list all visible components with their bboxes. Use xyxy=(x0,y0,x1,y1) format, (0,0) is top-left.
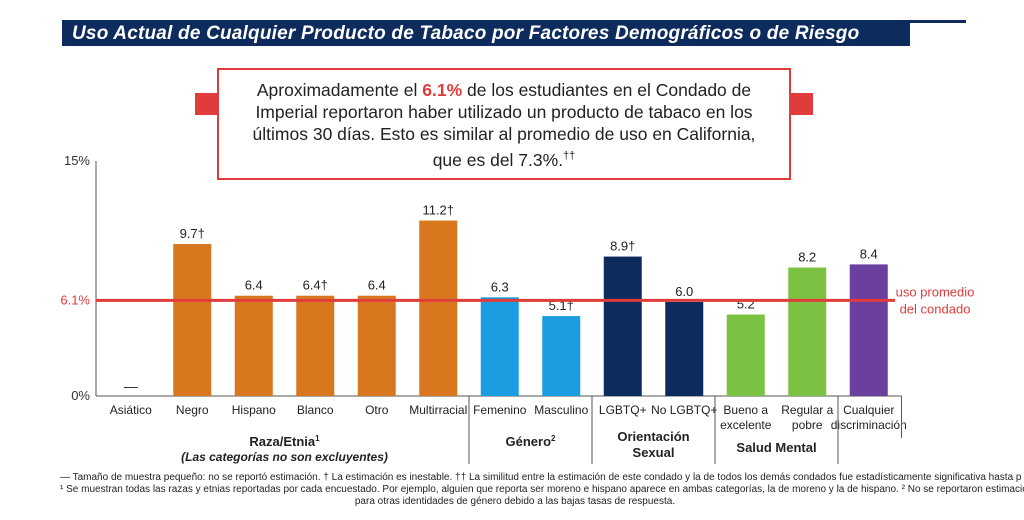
category-label-8-0: LGBTQ+ xyxy=(599,403,647,417)
bar-10 xyxy=(726,314,765,396)
bar-chart: 15% 0% — Asiático 9.7† Negro 6.4 Hispano 6.4† Bla… xyxy=(60,153,975,464)
y-tick-label-bottom: 0% xyxy=(71,388,90,403)
bar-11 xyxy=(788,267,827,396)
bar-12 xyxy=(849,264,888,396)
data-label-6: 6.3 xyxy=(491,279,509,294)
footnote-2: ¹ Se muestran todas las razas y etnias r… xyxy=(60,484,1024,495)
bar-3 xyxy=(296,295,335,396)
callout-post: de los estudiantes en el Condado de Impe… xyxy=(252,80,756,170)
group-label-orientacion-1: Orientación xyxy=(617,429,689,444)
reference-legend-line2: del condado xyxy=(900,301,971,316)
data-label-0: — xyxy=(124,378,138,394)
chart-title: Uso Actual de Cualquier Producto de Taba… xyxy=(72,23,860,44)
footnote-3: para otras identidades de género debido … xyxy=(354,496,676,507)
callout-mark: †† xyxy=(563,150,576,162)
bar-9 xyxy=(665,302,704,396)
bar-4 xyxy=(357,295,396,396)
category-label-10-1: excelente xyxy=(720,418,772,432)
callout-right-marker xyxy=(791,93,813,115)
bar-2 xyxy=(234,295,273,396)
data-label-8: 8.9† xyxy=(610,239,635,254)
bar-1 xyxy=(173,244,212,396)
bar-8 xyxy=(603,256,642,396)
category-label-9-0: No LGBTQ+ xyxy=(651,403,717,417)
callout-left-marker xyxy=(195,93,217,115)
group-label-raza: Raza/Etnia1 xyxy=(249,434,320,449)
category-label-4-0: Otro xyxy=(365,403,389,417)
callout-highlight: 6.1% xyxy=(422,80,463,100)
group-label-genero-sup: 2 xyxy=(551,434,556,443)
reference-legend-line1: uso promedio xyxy=(896,284,975,299)
category-label-1-0: Negro xyxy=(176,403,209,417)
footnote-1: — Tamaño de muestra pequeño: no se repor… xyxy=(60,472,1024,483)
reference-line-label: 6.1% xyxy=(60,292,90,307)
data-label-1: 9.7† xyxy=(180,226,205,241)
y-tick-label-top: 15% xyxy=(64,153,90,168)
data-label-11: 8.2 xyxy=(798,250,816,265)
group-label-genero: Género2 xyxy=(506,434,557,449)
group-label-orientacion-2: Sexual xyxy=(633,445,675,460)
callout-pre: Aproximadamente el xyxy=(256,80,418,100)
data-label-9: 6.0 xyxy=(675,284,693,299)
category-label-11-1: pobre xyxy=(792,418,823,432)
data-label-2: 6.4 xyxy=(245,278,263,293)
title-rule xyxy=(910,20,966,23)
category-label-12-0: Cualquier xyxy=(843,403,894,417)
group-label-raza-sup: 1 xyxy=(315,434,320,443)
category-label-0-0: Asiático xyxy=(110,403,152,417)
category-label-10-0: Bueno a xyxy=(723,403,768,417)
data-label-5: 11.2† xyxy=(422,203,454,218)
bar-7 xyxy=(542,316,581,396)
category-label-11-0: Regular a xyxy=(781,403,833,417)
data-label-10: 5.2 xyxy=(737,297,755,312)
data-label-12: 8.4 xyxy=(860,246,878,261)
category-label-12-1: discriminación xyxy=(831,418,907,432)
group-sub-raza: (Las categorías no son excluyentes) xyxy=(181,450,388,464)
data-label-4: 6.4 xyxy=(368,278,386,293)
callout-box: Aproximadamente el 6.1% de los estudiant… xyxy=(217,68,791,180)
category-label-7-0: Masculino xyxy=(534,403,588,417)
bar-5 xyxy=(419,220,458,396)
data-label-3: 6.4† xyxy=(303,278,328,293)
footnotes: — Tamaño de muestra pequeño: no se repor… xyxy=(60,472,1024,508)
category-label-2-0: Hispano xyxy=(232,403,276,417)
title-bar: Uso Actual de Cualquier Producto de Taba… xyxy=(62,20,910,46)
category-label-3-0: Blanco xyxy=(297,403,334,417)
category-label-5-0: Multirracial xyxy=(409,403,467,417)
bar-6 xyxy=(480,297,519,396)
category-label-6-0: Femenino xyxy=(473,403,527,417)
group-label-salud: Salud Mental xyxy=(736,440,816,455)
